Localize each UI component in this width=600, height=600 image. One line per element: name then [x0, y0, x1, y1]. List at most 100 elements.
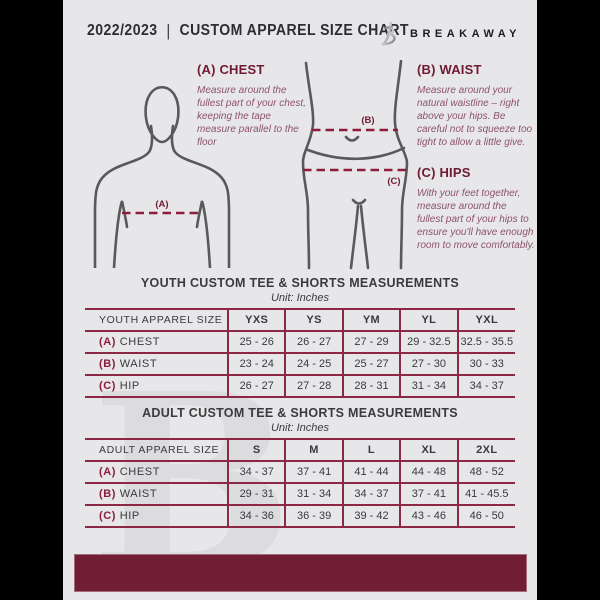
adult-chest-label-cell: (A) CHEST [85, 461, 228, 483]
cell: 25 - 27 [341, 353, 401, 375]
cell: 34 - 36 [226, 505, 286, 527]
figure-right-inner-leg [359, 204, 370, 270]
row-label: HIP [119, 380, 140, 392]
cell: 29 - 31 [226, 483, 286, 505]
adult-table-unit: Unit: Inches [270, 422, 330, 434]
figure-right-shoulder-outline [170, 124, 231, 268]
figure-right-armpit-line [195, 200, 212, 268]
figure-left-shoulder-outline [93, 124, 154, 268]
row-label: WAIST [119, 358, 158, 370]
adult-header-row: ADULT APPAREL SIZE S M L XL 2XL [85, 439, 515, 461]
adult-size-xl: XL [399, 439, 458, 461]
chest-measurement-figure: (A) [93, 85, 231, 268]
figure-waistband-curve [306, 146, 406, 161]
table-row: (B) WAIST 29 - 31 31 - 34 34 - 37 37 - 4… [85, 483, 515, 505]
adult-table-title: ADULT CUSTOM TEE & SHORTS MEASUREMENTS [142, 406, 458, 420]
figure-left-inner-leg [349, 204, 360, 270]
youth-size-header-cell: YOUTH APPAREL SIZE [99, 314, 223, 326]
cell: 37 - 41 [399, 483, 458, 505]
figure-head-outline [144, 85, 180, 144]
adult-size-s: S [226, 439, 286, 461]
youth-table-unit: Unit: Inches [270, 292, 330, 304]
cell: 41 - 44 [341, 461, 401, 483]
adult-table-heading-block: ADULT CUSTOM TEE & SHORTS MEASUREMENTS U… [63, 406, 537, 434]
adult-size-table: ADULT APPAREL SIZE S M L XL 2XL (A) CHES… [85, 438, 515, 528]
waist-hip-measurement-figure: (B) (C) [301, 60, 409, 270]
cell: 27 - 29 [341, 331, 401, 353]
row-prefix: (B) [99, 358, 117, 370]
cell: 34 - 37 [456, 375, 515, 397]
waist-instruction-block: (B) WAIST Measure around your natural wa… [417, 62, 535, 149]
youth-size-table: YOUTH APPAREL SIZE YXS YS YM YL YXL (A) … [85, 308, 515, 398]
youth-header-row: YOUTH APPAREL SIZE YXS YS YM YL YXL [85, 309, 515, 331]
cell: 25 - 26 [226, 331, 286, 353]
figure-right-torso-outline [393, 60, 409, 270]
table-row: (C) HIP 26 - 27 27 - 28 28 - 31 31 - 34 … [85, 375, 515, 397]
cell: 39 - 42 [341, 505, 401, 527]
adult-hip-label-cell: (C) HIP [85, 505, 228, 527]
row-label: HIP [119, 510, 140, 522]
cell: 32.5 - 35.5 [456, 331, 515, 353]
youth-size-ym: YM [341, 309, 401, 331]
youth-size-yxl: YXL [456, 309, 515, 331]
hips-instruction-heading: (C) HIPS [417, 165, 471, 180]
row-prefix: (A) [99, 336, 117, 348]
youth-chest-label-cell: (A) CHEST [85, 331, 228, 353]
cell: 43 - 46 [399, 505, 458, 527]
youth-hip-label-cell: (C) HIP [85, 375, 228, 397]
cell: 27 - 30 [399, 353, 458, 375]
table-row: (A) CHEST 34 - 37 37 - 41 41 - 44 44 - 4… [85, 461, 515, 483]
hips-instruction-block: (C) HIPS With your feet together, measur… [417, 165, 535, 252]
row-prefix: (B) [99, 488, 117, 500]
cell: 28 - 31 [341, 375, 401, 397]
chest-diagram-label: (A) [155, 199, 168, 210]
adult-size-l: L [341, 439, 401, 461]
cell: 26 - 27 [226, 375, 286, 397]
hips-instruction-text: With your feet together, measure around … [417, 188, 535, 251]
figure-left-torso-outline [301, 61, 315, 270]
breakaway-b-logo-icon [380, 20, 397, 47]
brand-name: BREAKAWAY [410, 27, 521, 40]
row-prefix: (C) [99, 380, 117, 392]
cell: 44 - 48 [399, 461, 458, 483]
cell: 48 - 52 [456, 461, 515, 483]
brand-logo-group: BREAKAWAY [376, 19, 521, 48]
cell: 34 - 37 [341, 483, 401, 505]
youth-table-title: YOUTH CUSTOM TEE & SHORTS MEASUREMENTS [140, 276, 460, 290]
row-prefix: (C) [99, 510, 117, 522]
header-year: 2022/2023 [87, 22, 158, 39]
cell: 36 - 39 [284, 505, 343, 527]
page-panel: 2022/2023 | CUSTOM APPAREL SIZE CHART BR… [63, 0, 537, 600]
chest-instruction-heading: (A) CHEST [197, 62, 265, 77]
waist-diagram-label: (B) [361, 115, 374, 126]
cell: 37 - 41 [284, 461, 343, 483]
cell: 31 - 34 [284, 483, 343, 505]
youth-table-heading-block: YOUTH CUSTOM TEE & SHORTS MEASUREMENTS U… [63, 276, 537, 304]
youth-waist-label-cell: (B) WAIST [85, 353, 228, 375]
adult-size-m: M [284, 439, 343, 461]
chest-instruction-block: (A) CHEST Measure around the fullest par… [197, 62, 307, 149]
waist-instruction-text: Measure around your natural waistline – … [417, 85, 533, 148]
cell: 34 - 37 [226, 461, 286, 483]
figure-left-armpit-line [112, 200, 129, 268]
cell: 41 - 45.5 [456, 483, 515, 505]
youth-size-ys: YS [284, 309, 343, 331]
waist-instruction-heading: (B) WAIST [417, 62, 482, 77]
cell: 24 - 25 [284, 353, 343, 375]
cell: 23 - 24 [226, 353, 286, 375]
figure-navel-mark [344, 135, 360, 142]
cell: 31 - 34 [399, 375, 458, 397]
chest-instruction-text: Measure around the fullest part of your … [197, 85, 306, 148]
footer-accent-bar [74, 554, 527, 592]
cell: 30 - 33 [456, 353, 515, 375]
hip-diagram-label: (C) [387, 176, 400, 187]
row-label: WAIST [119, 488, 158, 500]
cell: 26 - 27 [284, 331, 343, 353]
youth-size-yxs: YXS [226, 309, 286, 331]
header-title-group: 2022/2023 | CUSTOM APPAREL SIZE CHART [87, 21, 409, 41]
row-prefix: (A) [99, 466, 117, 478]
row-label: CHEST [119, 336, 161, 348]
adult-size-header-cell: ADULT APPAREL SIZE [99, 444, 220, 456]
figure-crotch-curve [351, 198, 367, 205]
table-row: (C) HIP 34 - 36 36 - 39 39 - 42 43 - 46 … [85, 505, 515, 527]
